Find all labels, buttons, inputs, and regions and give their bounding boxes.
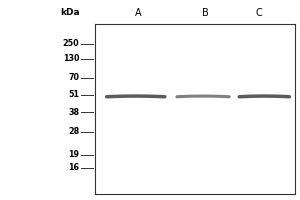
Text: 28: 28: [68, 127, 80, 136]
Text: C: C: [256, 8, 263, 18]
Text: 70: 70: [68, 73, 80, 82]
Text: 51: 51: [68, 90, 80, 99]
Text: 130: 130: [63, 54, 80, 63]
Text: 38: 38: [68, 108, 80, 117]
Text: 250: 250: [63, 39, 80, 48]
Text: 19: 19: [68, 150, 80, 159]
Text: A: A: [135, 8, 142, 18]
Text: 16: 16: [68, 163, 80, 172]
Text: B: B: [202, 8, 208, 18]
Text: kDa: kDa: [60, 8, 80, 17]
